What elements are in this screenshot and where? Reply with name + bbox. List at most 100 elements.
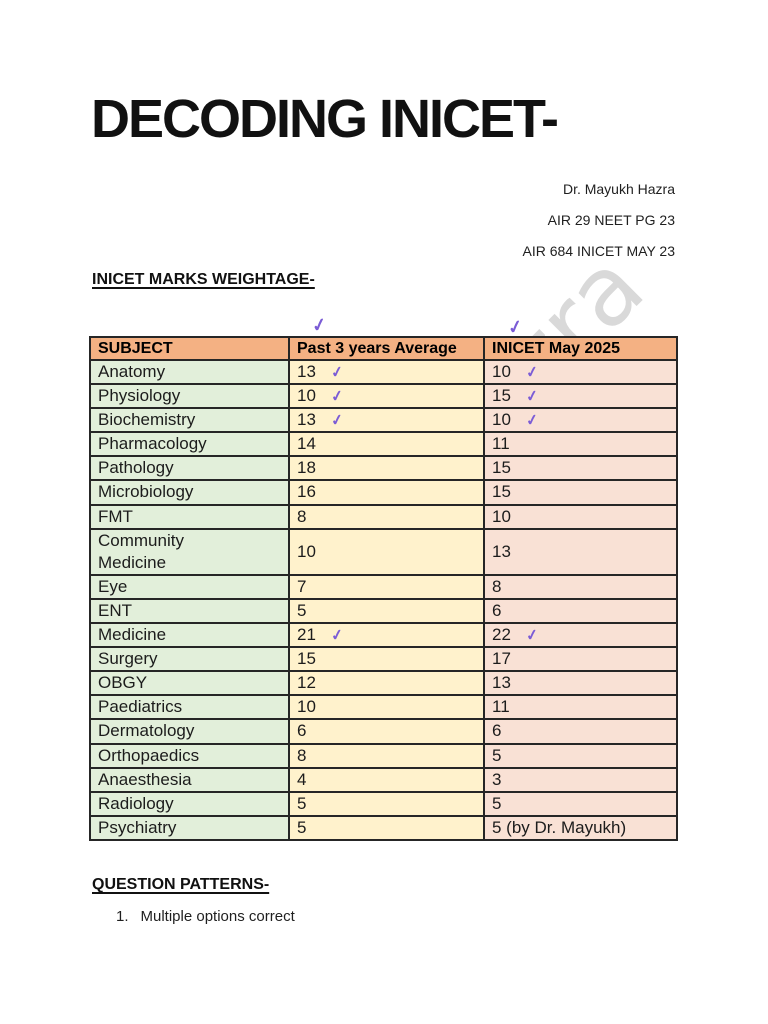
check-icon: ✓ (329, 626, 345, 645)
check-icon: ✓ (524, 363, 540, 382)
patterns-section-heading: QUESTION PATTERNS- (92, 876, 270, 893)
table-row: Surgery 15 17 (89, 646, 678, 673)
cell-text: Dermatology (98, 721, 195, 741)
table-header-row: SUBJECT Past 3 years Average INICET May … (89, 336, 678, 361)
cell-text: 10 (492, 410, 511, 430)
cell-text: 13 (492, 541, 511, 561)
subject-cell: Anaesthesia (89, 766, 290, 793)
may-2025-cell: 6 (483, 718, 678, 745)
subject-cell: ENT (89, 597, 290, 625)
table-row: OBGY 12 13 (89, 670, 678, 697)
past-avg-cell: 15 (288, 646, 485, 673)
cell-text: 6 (297, 721, 307, 741)
cell-text: 11 (492, 434, 510, 454)
past-avg-cell: 10 ✓ (288, 383, 485, 410)
cell-text: 15 (492, 458, 511, 478)
cell-text: Paediatrics (98, 697, 183, 717)
cell-text: 7 (297, 576, 307, 596)
table-row: ENT 5 6 (89, 597, 678, 625)
table-row: Psychiatry 5 5 (by Dr. Mayukh) (89, 814, 678, 841)
cell-text: 5 (297, 793, 307, 813)
table-row: Community Medicine 10 13 (89, 527, 678, 576)
cell-text: 5 (297, 600, 307, 620)
may-2025-cell: 13 (483, 527, 678, 576)
cell-text: Radiology (98, 793, 174, 813)
cell-text: Surgery (98, 649, 158, 669)
header-inicet-may-2025: INICET May 2025 (483, 336, 678, 361)
past-avg-cell: 14 (288, 431, 485, 458)
may-2025-cell: 3 (483, 766, 678, 793)
cell-text: 10 (297, 541, 316, 561)
table-row: Anaesthesia 4 3 (89, 766, 678, 793)
cell-text: Psychiatry (98, 817, 177, 837)
cell-text: 13 (297, 362, 316, 381)
past-avg-cell: 13 ✓ (288, 358, 485, 386)
cell-text: 11 (492, 697, 510, 717)
cell-text: 18 (297, 458, 316, 478)
check-icon: ✓ (329, 363, 345, 382)
subject-cell: Pharmacology (89, 431, 290, 458)
table-row: FMT 8 10 (89, 503, 678, 530)
may-2025-cell: 17 (483, 646, 678, 673)
past-avg-cell: 8 (288, 742, 485, 769)
check-icon: ✓ (524, 626, 540, 645)
list-item-label: Multiple options correct (140, 908, 295, 925)
table-row: Pharmacology 14 11 (89, 431, 678, 458)
subject-cell: Physiology (89, 383, 290, 410)
cell-text: 4 (297, 769, 307, 789)
list-item-number: 1. (116, 908, 129, 925)
subject-cell: Eye (89, 573, 290, 600)
cell-text: 8 (297, 506, 307, 526)
cell-text: 5 (297, 817, 307, 837)
cell-text: 10 (297, 697, 316, 717)
table-row: Physiology 10 ✓ 15 ✓ (89, 383, 678, 410)
subject-cell: Orthopaedics (89, 742, 290, 769)
may-2025-cell: 5 (483, 742, 678, 769)
marks-weightage-table: SUBJECT Past 3 years Average INICET May … (89, 336, 678, 841)
past-avg-cell: 5 (288, 790, 485, 817)
cell-text: 13 (492, 673, 511, 693)
subject-cell: Dermatology (89, 718, 290, 745)
subject-cell: Medicine (89, 622, 290, 649)
cell-text: Microbiology (98, 482, 194, 502)
cell-text: 16 (297, 482, 316, 502)
past-avg-cell: 5 (288, 814, 485, 841)
may-2025-cell: 5 (483, 790, 678, 817)
cell-text: 10 (492, 506, 511, 526)
cell-text: 5 (492, 793, 502, 813)
may-2025-cell: 10 ✓ (483, 407, 678, 434)
table-row: Anatomy 13 ✓ 10 ✓ (89, 358, 678, 386)
may-2025-cell: 11 (483, 694, 678, 721)
table-row: Biochemistry 13 ✓ 10 ✓ (89, 407, 678, 434)
cell-text: ENT (98, 600, 132, 620)
may-2025-cell: 8 (483, 573, 678, 600)
past-avg-cell: 10 (288, 527, 485, 576)
may-2025-cell: 10 (483, 503, 678, 530)
past-avg-cell: 13 ✓ (288, 407, 485, 434)
author-name: Dr. Mayukh Hazra (562, 181, 675, 197)
check-icon: ✓ (524, 387, 540, 407)
cell-text: 5 (by Dr. Mayukh) (492, 817, 627, 837)
check-icon: ✓ (309, 313, 329, 337)
weightage-table-body: Anatomy 13 ✓ 10 ✓ Physiology 10 ✓ 15 ✓ Biochemistr… (89, 358, 678, 841)
header-subject: SUBJECT (89, 336, 290, 361)
cell-text: Eye (98, 576, 128, 596)
may-2025-cell: 6 (483, 597, 678, 625)
cell-text: Pathology (98, 458, 174, 478)
header-past-average: Past 3 years Average (288, 336, 485, 361)
check-icon: ✓ (524, 411, 540, 431)
author-rank-neet: AIR 29 NEET PG 23 (547, 212, 675, 228)
subject-cell: OBGY (89, 670, 290, 697)
may-2025-cell: 15 ✓ (483, 383, 678, 410)
cell-text: 8 (492, 576, 502, 596)
table-row: Radiology 5 5 (89, 790, 678, 817)
cell-text: Pharmacology (98, 434, 207, 454)
cell-text: 14 (297, 434, 316, 454)
cell-text: 15 (297, 649, 316, 669)
past-avg-cell: 18 (288, 455, 485, 482)
subject-cell: Psychiatry (89, 814, 290, 841)
check-icon: ✓ (329, 411, 345, 431)
subject-cell: Pathology (89, 455, 290, 482)
cell-text: 10 (492, 362, 511, 381)
